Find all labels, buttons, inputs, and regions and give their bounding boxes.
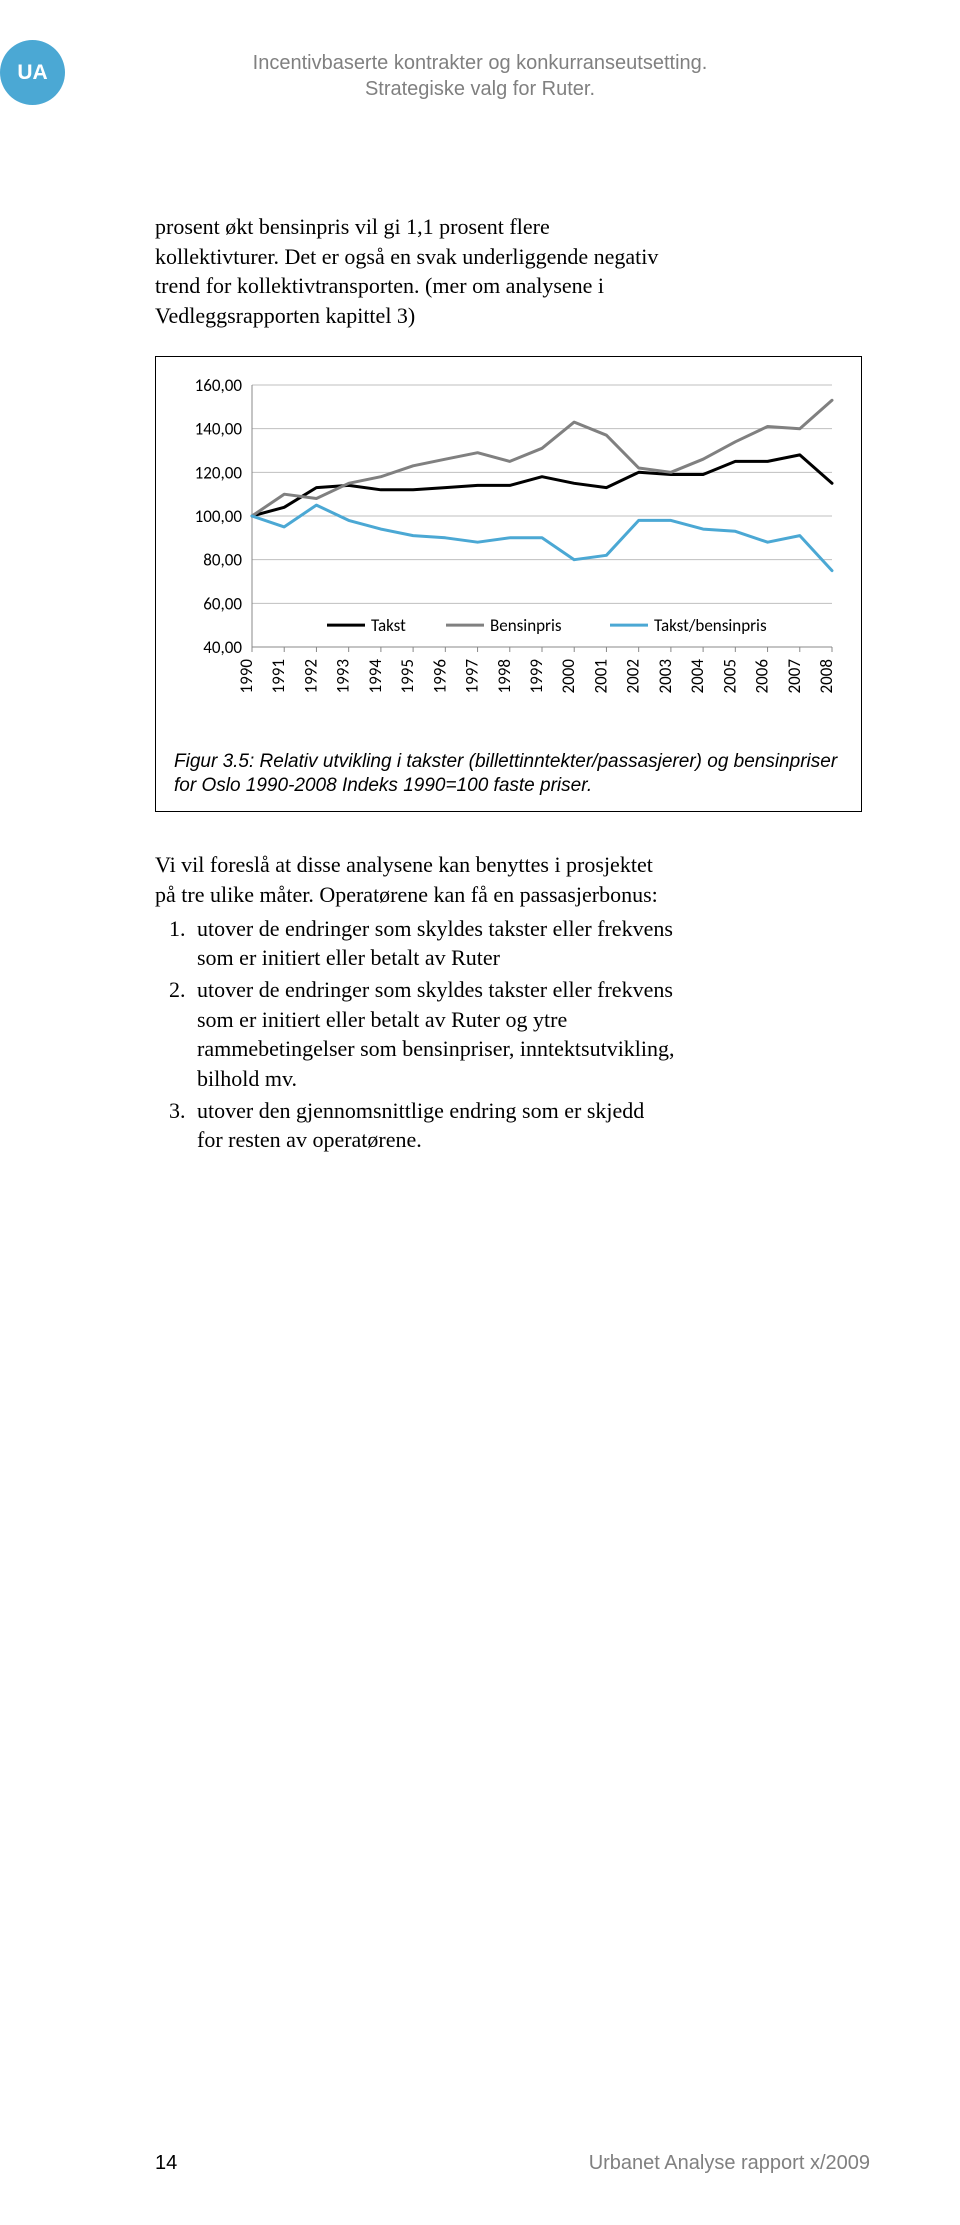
svg-text:1993: 1993 xyxy=(333,659,354,693)
header-line-2: Strategiske valg for Ruter. xyxy=(90,76,870,102)
svg-text:160,00: 160,00 xyxy=(195,375,243,396)
svg-text:2000: 2000 xyxy=(558,658,579,693)
para-1: prosent økt bensinpris vil gi 1,1 prosen… xyxy=(155,212,675,331)
footer-source: Urbanet Analyse rapport x/2009 xyxy=(589,2152,870,2175)
svg-text:40,00: 40,00 xyxy=(203,637,242,658)
list-item: utover de endringer som skyldes takster … xyxy=(191,975,675,1094)
svg-text:2008: 2008 xyxy=(816,659,837,693)
svg-text:2004: 2004 xyxy=(687,658,708,693)
ua-badge: UA xyxy=(0,40,65,105)
svg-text:1997: 1997 xyxy=(462,658,483,693)
svg-text:60,00: 60,00 xyxy=(203,593,242,614)
page-number: 14 xyxy=(155,2152,177,2175)
svg-text:2003: 2003 xyxy=(655,659,676,693)
header-line-1: Incentivbaserte kontrakter og konkurrans… xyxy=(90,50,870,76)
svg-text:1998: 1998 xyxy=(494,659,515,693)
chart-caption: Figur 3.5: Relativ utvikling i takster (… xyxy=(174,750,843,798)
svg-text:1994: 1994 xyxy=(365,658,386,693)
svg-text:2002: 2002 xyxy=(623,659,644,693)
svg-text:1992: 1992 xyxy=(300,659,321,693)
list-item: utover de endringer som skyldes takster … xyxy=(191,914,675,973)
svg-text:100,00: 100,00 xyxy=(195,506,243,527)
svg-text:Takst/bensinpris: Takst/bensinpris xyxy=(654,615,767,636)
svg-text:Bensinpris: Bensinpris xyxy=(490,615,562,636)
svg-text:2006: 2006 xyxy=(752,658,773,693)
list-item: utover den gjennomsnittlige endring som … xyxy=(191,1096,675,1155)
svg-text:1996: 1996 xyxy=(429,658,450,693)
svg-text:1999: 1999 xyxy=(526,658,547,693)
svg-text:140,00: 140,00 xyxy=(195,418,243,439)
svg-text:1991: 1991 xyxy=(268,659,289,693)
para-2: Vi vil foreslå at disse analysene kan be… xyxy=(155,850,675,909)
svg-text:1990: 1990 xyxy=(236,658,257,693)
chart-container: 40,00 60,00 80,00 100,00 120,00 140,00 160,00 T… xyxy=(155,356,862,813)
svg-text:1995: 1995 xyxy=(397,659,418,693)
svg-text:2007: 2007 xyxy=(784,658,805,693)
svg-text:Takst: Takst xyxy=(371,615,406,636)
page-footer: 14 Urbanet Analyse rapport x/2009 xyxy=(155,2152,870,2175)
svg-text:120,00: 120,00 xyxy=(195,462,243,483)
line-chart: 40,00 60,00 80,00 100,00 120,00 140,00 160,00 T… xyxy=(174,375,843,740)
doc-header: Incentivbaserte kontrakter og konkurrans… xyxy=(90,50,870,102)
svg-text:2005: 2005 xyxy=(719,659,740,693)
numbered-list: utover de endringer som skyldes takster … xyxy=(155,914,675,1156)
svg-text:80,00: 80,00 xyxy=(203,549,242,570)
svg-text:2001: 2001 xyxy=(590,659,611,693)
